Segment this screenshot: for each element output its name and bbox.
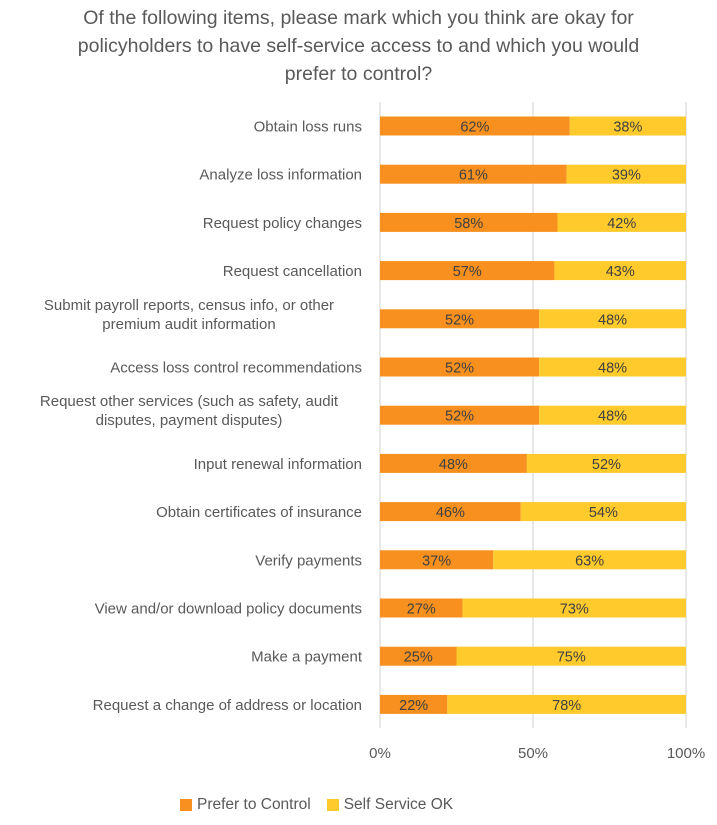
data-label: 48% — [598, 361, 627, 377]
category-label: View and/or download policy documents — [95, 601, 362, 618]
bar-segment-prefer-to-control — [380, 453, 527, 473]
data-label: 48% — [598, 312, 627, 328]
bar-segment-self-service-ok — [539, 309, 686, 329]
category-labels: Obtain loss runs Analyze loss information… — [40, 119, 363, 714]
bar-segment-prefer-to-control — [380, 309, 540, 329]
data-label: 52% — [445, 312, 474, 328]
x-tick-label: 100% — [667, 745, 705, 762]
x-axis-tick-labels: 0% 50% 100% — [369, 745, 705, 762]
bar-segment-self-service-ok — [447, 694, 686, 714]
bar-segment-self-service-ok — [526, 453, 686, 473]
data-label: 48% — [439, 457, 468, 473]
data-label: 42% — [607, 216, 636, 232]
data-label: 75% — [557, 650, 586, 666]
chart-title-line: Of the following items, please mark whic… — [83, 7, 634, 29]
bar-segment-self-service-ok — [520, 502, 686, 522]
bars: 62% 38% 61% 39% 58% 42% 57% 43% 52% 48% 52% 48% 52% 4… — [380, 116, 686, 714]
data-label: 57% — [453, 264, 482, 280]
bar-segment-prefer-to-control — [380, 164, 567, 184]
legend-label: Self Service OK — [343, 796, 454, 813]
chart-title-line: prefer to control? — [284, 63, 433, 85]
bar-segment-prefer-to-control — [380, 116, 570, 136]
data-label: 43% — [606, 264, 635, 280]
bar-segment-self-service-ok — [557, 212, 686, 232]
data-label: 73% — [560, 602, 589, 618]
data-label: 62% — [460, 120, 489, 136]
bar-segment-prefer-to-control — [380, 357, 540, 377]
legend: Prefer to Control Self Service OK — [180, 796, 469, 814]
category-label: Make a payment — [251, 649, 363, 666]
x-tick-label: 0% — [369, 745, 391, 762]
bar-segment-prefer-to-control — [380, 598, 463, 618]
legend-swatch-self-service-ok — [326, 799, 339, 811]
category-label: Request other services (such as safety, … — [40, 393, 339, 410]
chart-title-line: policyholders to have self-service acces… — [77, 35, 640, 57]
bar-segment-self-service-ok — [493, 550, 686, 570]
data-label: 52% — [445, 361, 474, 377]
bar-segment-self-service-ok — [462, 598, 686, 618]
data-label: 52% — [592, 457, 621, 473]
category-label: Input renewal information — [194, 456, 362, 473]
bar-segment-self-service-ok — [539, 357, 686, 377]
data-label: 61% — [459, 168, 488, 184]
category-label: disputes, payment disputes) — [96, 412, 283, 429]
bar-segment-self-service-ok — [566, 164, 686, 184]
category-label: Analyze loss information — [199, 167, 362, 184]
data-label: 37% — [422, 553, 451, 569]
data-label: 46% — [436, 505, 465, 521]
bar-segment-prefer-to-control — [380, 212, 558, 232]
data-label: 25% — [404, 650, 433, 666]
bar-segment-prefer-to-control — [380, 405, 540, 425]
legend-label: Prefer to Control — [197, 796, 311, 813]
category-label: Access loss control recommendations — [110, 360, 362, 377]
data-label: 58% — [454, 216, 483, 232]
category-label: Request cancellation — [223, 263, 362, 280]
data-label: 63% — [575, 553, 604, 569]
legend-swatch-prefer-to-control — [180, 799, 192, 811]
chart-title: Of the following items, please mark whic… — [0, 4, 717, 88]
bar-segment-prefer-to-control — [380, 694, 448, 714]
category-label: Request a change of address or location — [93, 697, 362, 714]
data-label: 22% — [399, 698, 428, 714]
bar-segment-prefer-to-control — [380, 646, 457, 666]
legend-item-prefer-to-control: Prefer to Control — [180, 796, 311, 814]
bar-segment-self-service-ok — [569, 116, 686, 136]
data-label: 27% — [407, 602, 436, 618]
legend-item-self-service-ok: Self Service OK — [326, 796, 454, 814]
bar-segment-prefer-to-control — [380, 261, 555, 281]
category-label: Submit payroll reports, census info, or … — [44, 297, 334, 314]
data-label: 78% — [552, 698, 581, 714]
bar-segment-prefer-to-control — [380, 550, 494, 570]
category-label: premium audit information — [102, 316, 275, 333]
category-label: Obtain loss runs — [254, 119, 362, 136]
data-label: 38% — [613, 120, 642, 136]
bar-segment-prefer-to-control — [380, 502, 521, 522]
data-label: 48% — [598, 409, 627, 425]
data-label: 39% — [612, 168, 641, 184]
bar-segment-self-service-ok — [456, 646, 686, 666]
category-label: Verify payments — [255, 552, 362, 569]
data-label: 54% — [589, 505, 618, 521]
data-label: 52% — [445, 409, 474, 425]
x-tick-label: 50% — [518, 745, 548, 762]
bar-segment-self-service-ok — [554, 261, 686, 281]
category-label: Obtain certificates of insurance — [156, 504, 362, 521]
category-label: Request policy changes — [203, 215, 362, 232]
bar-segment-self-service-ok — [539, 405, 686, 425]
